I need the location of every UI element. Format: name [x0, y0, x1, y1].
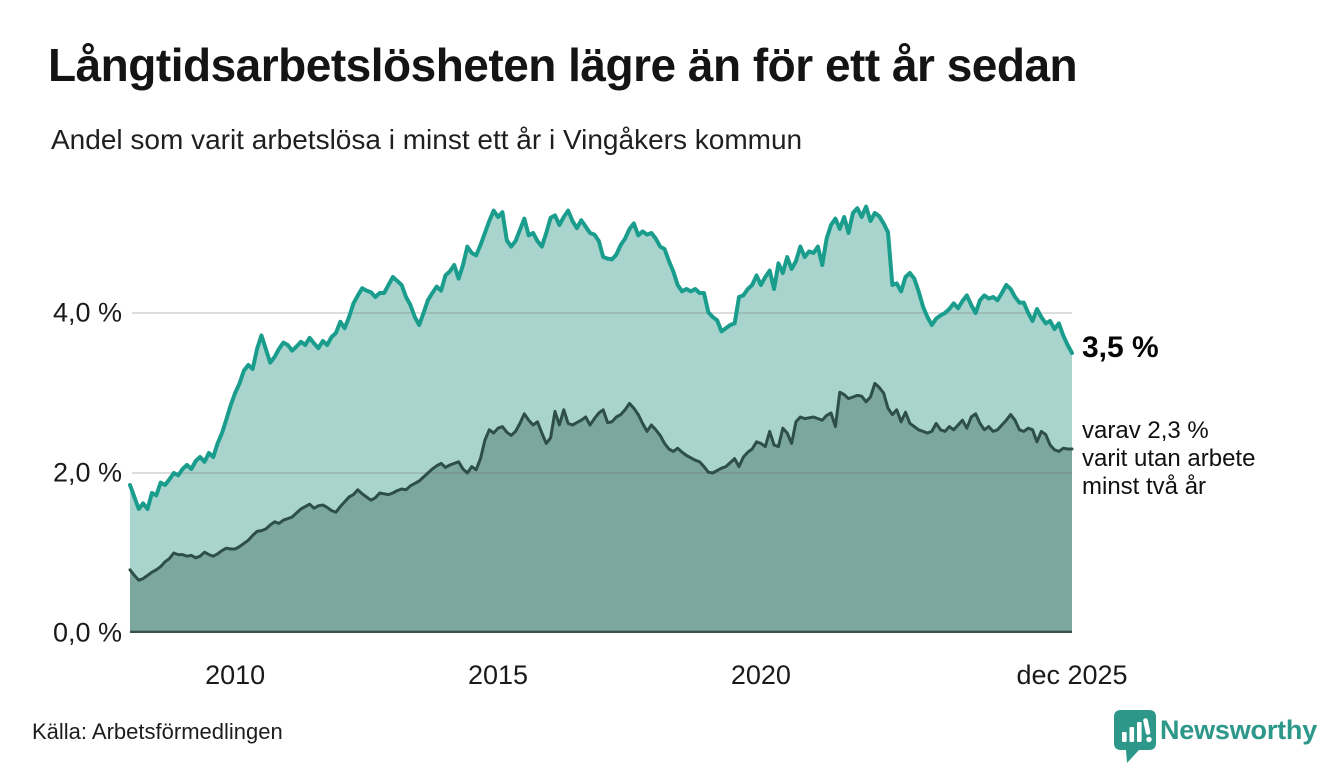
series-fill-1: [130, 383, 1072, 633]
two-year-line-2: varit utan arbete: [1082, 445, 1256, 472]
area-chart: [128, 204, 1074, 633]
x-tick-label: dec 2025: [1016, 660, 1128, 690]
two-year-line-3: minst två år: [1082, 473, 1207, 500]
y-tick-label: 4,0 %: [52, 297, 122, 328]
x-tick-label: 2010: [205, 660, 266, 690]
y-tick-label: 0,0 %: [52, 617, 122, 648]
y-tick-label: 2,0 %: [52, 457, 122, 488]
newsworthy-badge-icon: [1114, 710, 1156, 763]
latest-total-label: 3,5 %: [1082, 331, 1159, 364]
x-tick-label: 2015: [467, 660, 529, 690]
series-line-1: [128, 381, 1074, 582]
newsworthy-logo: Newsworthy: [1113, 709, 1333, 769]
x-tick-label: 2020: [730, 660, 791, 690]
two-year-line-1: varav 2,3 %: [1082, 417, 1209, 444]
source-label: Källa: Arbetsförmedlingen: [32, 719, 283, 744]
newsworthy-wordmark: Newsworthy: [1160, 715, 1318, 745]
page-title: Långtidsarbetslösheten lägre än för ett …: [48, 39, 1078, 91]
page-subtitle: Andel som varit arbetslösa i minst ett å…: [51, 124, 803, 155]
series-line-0: [128, 204, 1074, 511]
latest-two-year-label: varav 2,3 % varit utan arbete minst två …: [1082, 417, 1255, 501]
